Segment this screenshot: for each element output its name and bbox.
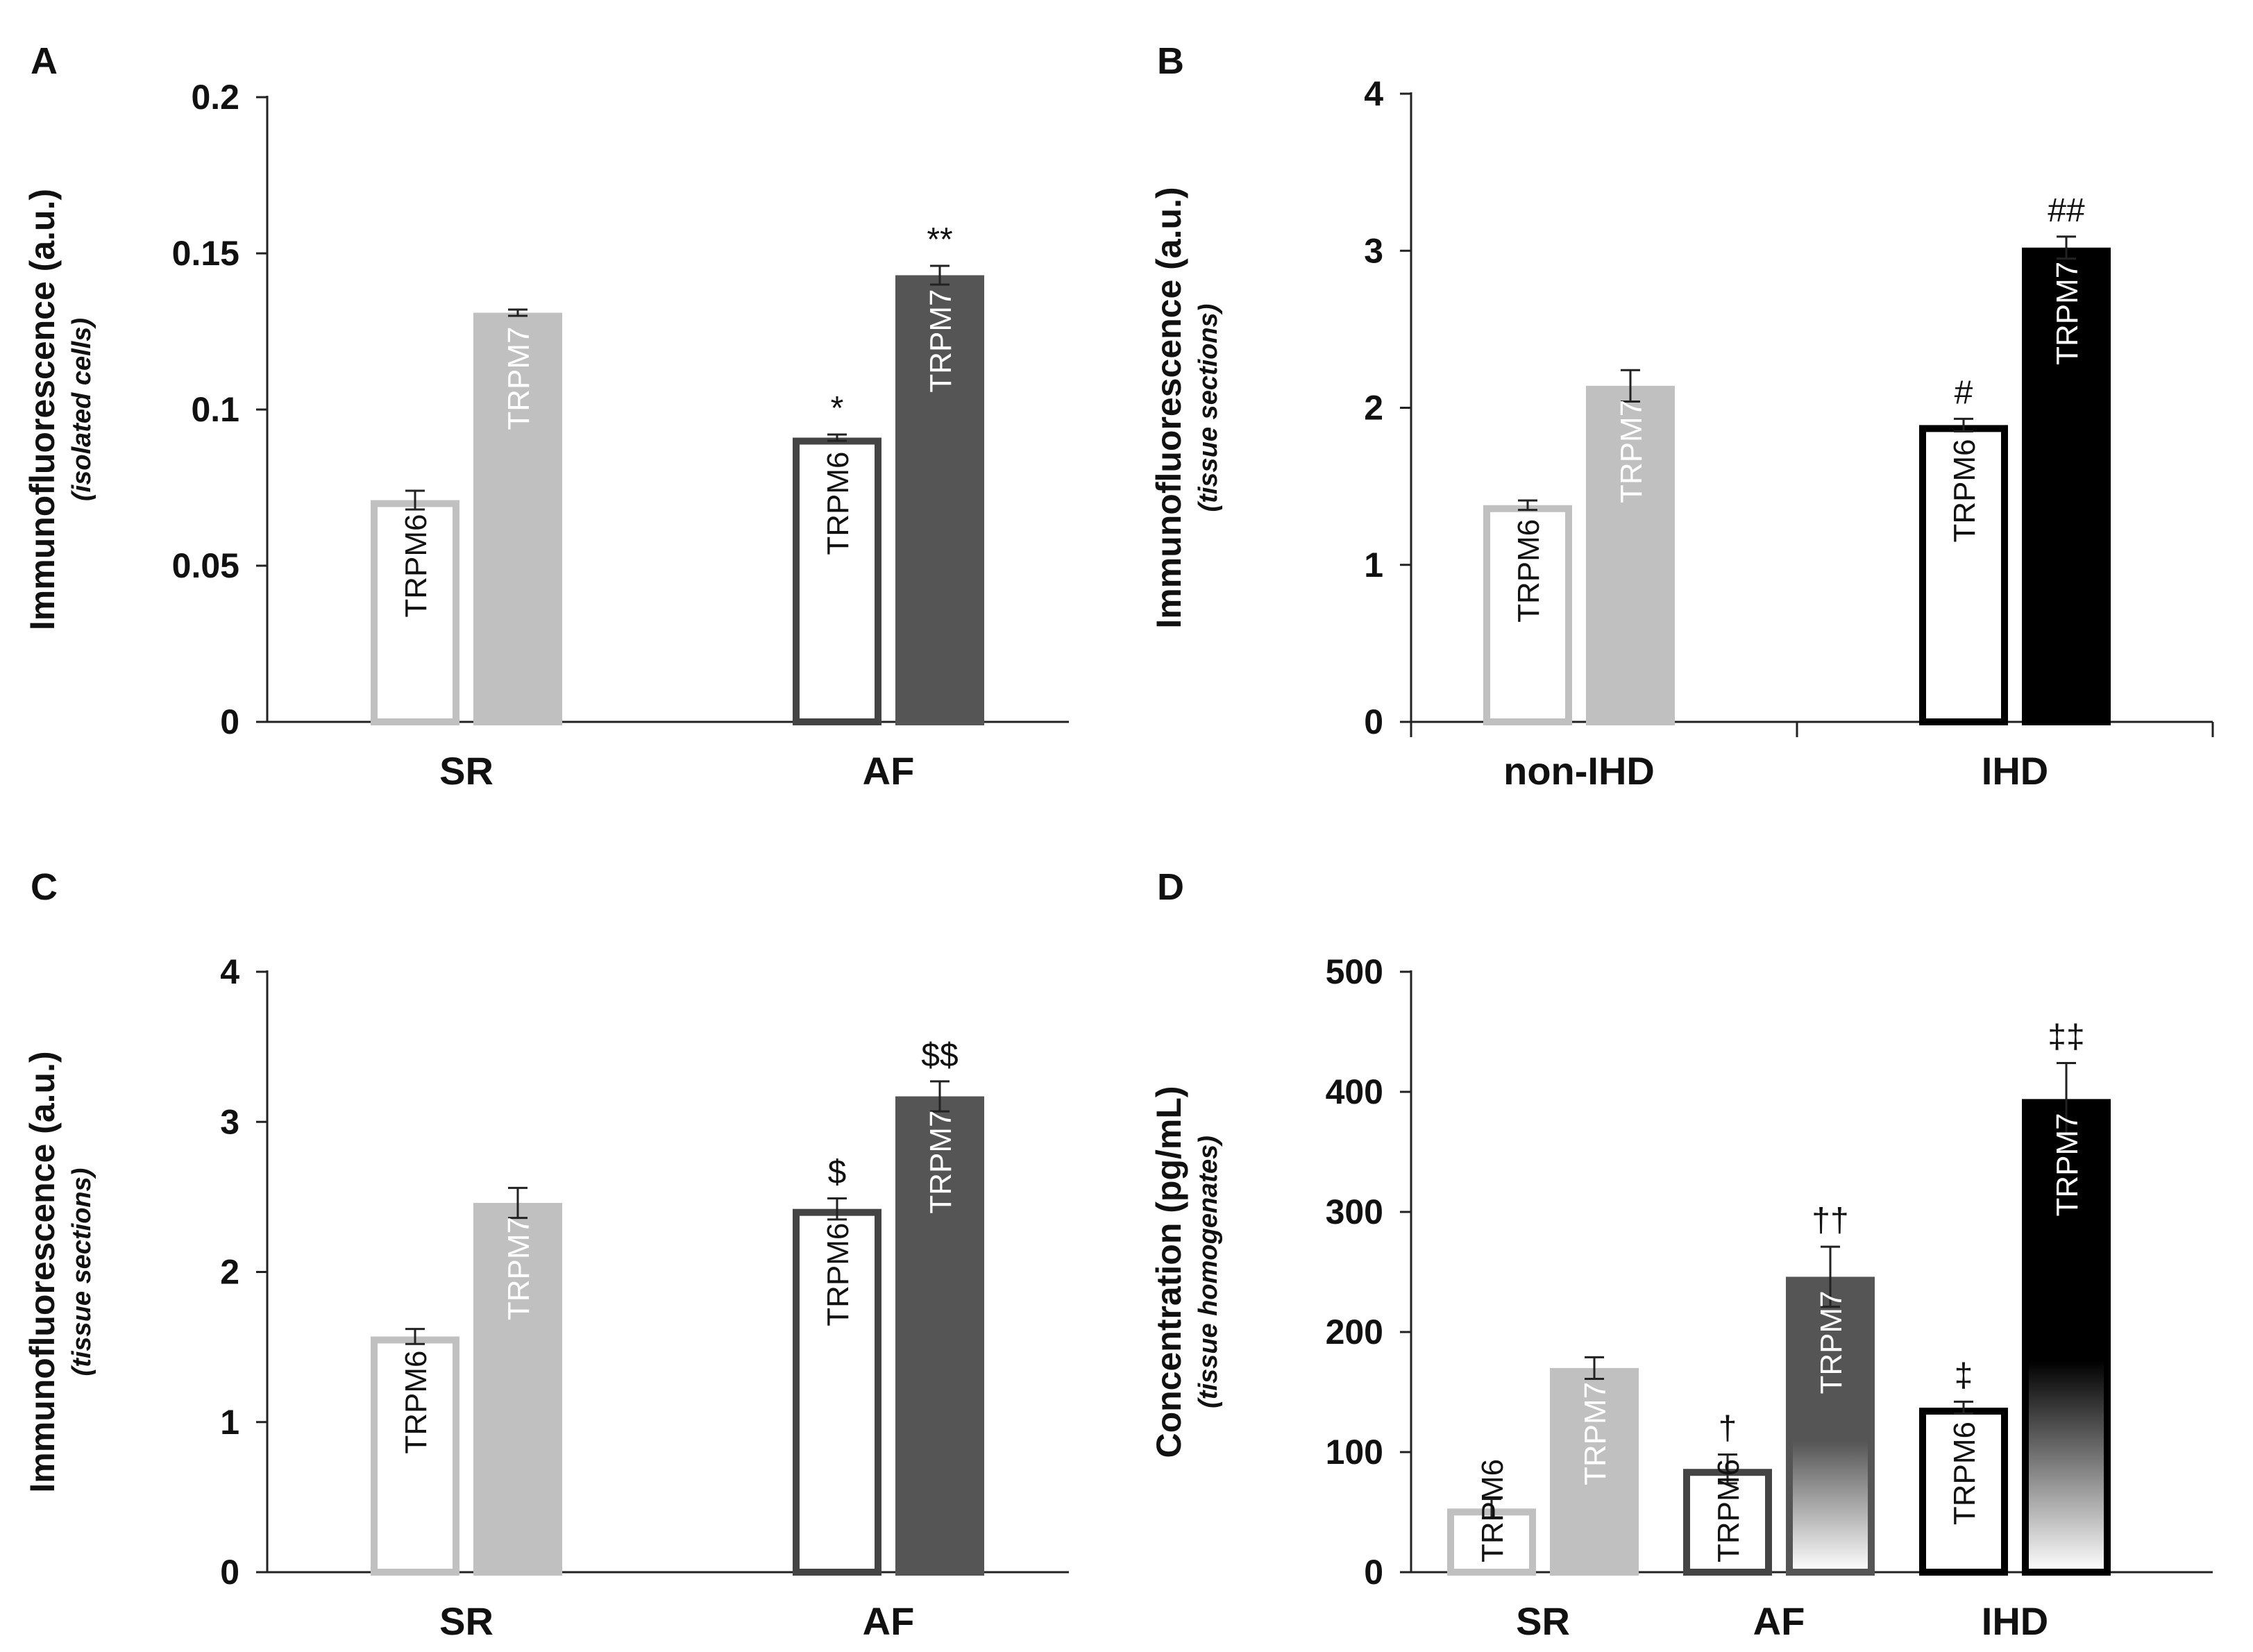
bar-series-label: TRPM6 [1476, 1459, 1510, 1562]
bar-series-label: TRPM7 [502, 1217, 536, 1320]
bar-series-label: TRPM7 [2050, 262, 2084, 365]
bar [793, 437, 881, 725]
y-tick-label: 2 [220, 1253, 239, 1292]
bar-series-label: TRPM6 [1512, 519, 1546, 623]
y-tick-label: 0.2 [191, 78, 239, 117]
panel-letter: B [1157, 40, 1184, 82]
x-category-label: IHD [1982, 1599, 2048, 1643]
y-tick-label: 1 [1364, 546, 1383, 584]
bar [473, 1203, 562, 1576]
bar-series-label: TRPM7 [1614, 400, 1648, 503]
y-tick-label: 300 [1326, 1192, 1383, 1231]
bar-series-label: TRPM7 [502, 327, 536, 430]
y-tick-label: 1 [220, 1403, 239, 1442]
significance-mark: * [831, 390, 844, 427]
significance-mark: ** [927, 221, 952, 258]
y-tick-label: 200 [1326, 1313, 1383, 1351]
bar-series-label: TRPM7 [924, 1110, 958, 1213]
y-tick-label: 400 [1326, 1072, 1383, 1111]
significance-mark: †† [1812, 1202, 1848, 1239]
x-category-label: AF [1753, 1599, 1805, 1643]
y-tick-label: 3 [220, 1102, 239, 1141]
panel-c: C Immunofluorescence (a.u.) (tissue secti… [0, 826, 1126, 1652]
y-tick-label: 0.15 [172, 234, 239, 273]
x-category-label: SR [439, 749, 493, 793]
significance-mark: ‡ [1955, 1357, 1973, 1394]
bar [895, 275, 984, 725]
bar [1550, 1367, 1639, 1576]
y-axis-label: Immunofluorescence (a.u.) [1149, 187, 1188, 628]
y-tick-label: 4 [1364, 74, 1383, 113]
y-tick-label: 3 [1364, 231, 1383, 270]
bar [371, 1336, 459, 1576]
bar-series-label: TRPM7 [1814, 1290, 1848, 1394]
y-axis-label: Immunofluorescence (a.u.) [23, 189, 62, 630]
bar [1447, 1508, 1536, 1576]
panel-letter: A [31, 40, 58, 82]
panel-a: A Immunofluorescence (a.u.) (isolated cel… [0, 0, 1126, 826]
significance-mark: ‡‡ [2048, 1018, 2084, 1055]
x-category-label: IHD [1982, 749, 2048, 793]
panel-letter: C [31, 866, 58, 908]
y-axis-sublabel: (tissue sections) [1194, 304, 1223, 512]
bar [371, 500, 459, 725]
x-category-label: AF [863, 749, 915, 793]
y-tick-label: 2 [1364, 389, 1383, 428]
y-axis-sublabel: (isolated cells) [67, 318, 96, 501]
bar [2022, 1099, 2111, 1576]
significance-mark: $ [828, 1154, 847, 1191]
bar-series-label: TRPM6 [1948, 439, 1982, 542]
y-tick-label: 0.1 [191, 390, 239, 429]
y-tick-label: 500 [1326, 952, 1383, 991]
bar [1483, 505, 1572, 726]
y-tick-label: 0 [220, 702, 239, 741]
chart-a: A Immunofluorescence (a.u.) (isolated cel… [23, 40, 1069, 793]
panel-letter: D [1157, 866, 1184, 908]
bar-series-label: TRPM6 [1712, 1459, 1746, 1562]
significance-mark: # [1955, 374, 1973, 411]
bar-series-label: TRPM7 [924, 289, 958, 393]
y-tick-label: 0 [1364, 1553, 1383, 1592]
chart-d: D Concentration (pg/mL) (tissue homogenat… [1149, 866, 2213, 1643]
y-tick-label: 100 [1326, 1433, 1383, 1472]
chart-c: C Immunofluorescence (a.u.) (tissue secti… [23, 866, 1069, 1643]
bar-series-label: TRPM7 [2050, 1113, 2084, 1216]
y-axis-sublabel: (tissue sections) [67, 1168, 96, 1376]
x-category-label: AF [863, 1599, 915, 1643]
bar [793, 1208, 881, 1576]
bar-series-label: TRPM6 [821, 1223, 855, 1326]
bar-series-label: TRPM6 [1948, 1422, 1982, 1525]
y-tick-label: 0.05 [172, 546, 239, 585]
significance-mark: † [1719, 1410, 1737, 1447]
bar-series-label: TRPM6 [821, 452, 855, 555]
x-category-label: SR [439, 1599, 493, 1643]
significance-mark: $$ [921, 1037, 958, 1074]
bar-series-label: TRPM6 [399, 1350, 433, 1453]
chart-b: B Immunofluorescence (a.u.) (tissue secti… [1149, 40, 2214, 793]
y-axis-label: Concentration (pg/mL) [1149, 1086, 1188, 1458]
y-tick-label: 0 [1364, 702, 1383, 741]
panel-b: B Immunofluorescence (a.u.) (tissue secti… [1126, 0, 2253, 826]
bar-series-label: TRPM6 [399, 514, 433, 618]
y-tick-label: 0 [220, 1553, 239, 1592]
y-tick-label: 4 [220, 952, 239, 991]
significance-mark: ## [2048, 192, 2085, 229]
y-axis-label: Immunofluorescence (a.u.) [23, 1051, 62, 1492]
x-category-label: non-IHD [1503, 749, 1655, 793]
y-axis-sublabel: (tissue homogenates) [1194, 1136, 1223, 1408]
panel-d: D Concentration (pg/mL) (tissue homogenat… [1126, 826, 2253, 1652]
bar-series-label: TRPM7 [1578, 1382, 1612, 1485]
x-category-label: SR [1516, 1599, 1570, 1643]
